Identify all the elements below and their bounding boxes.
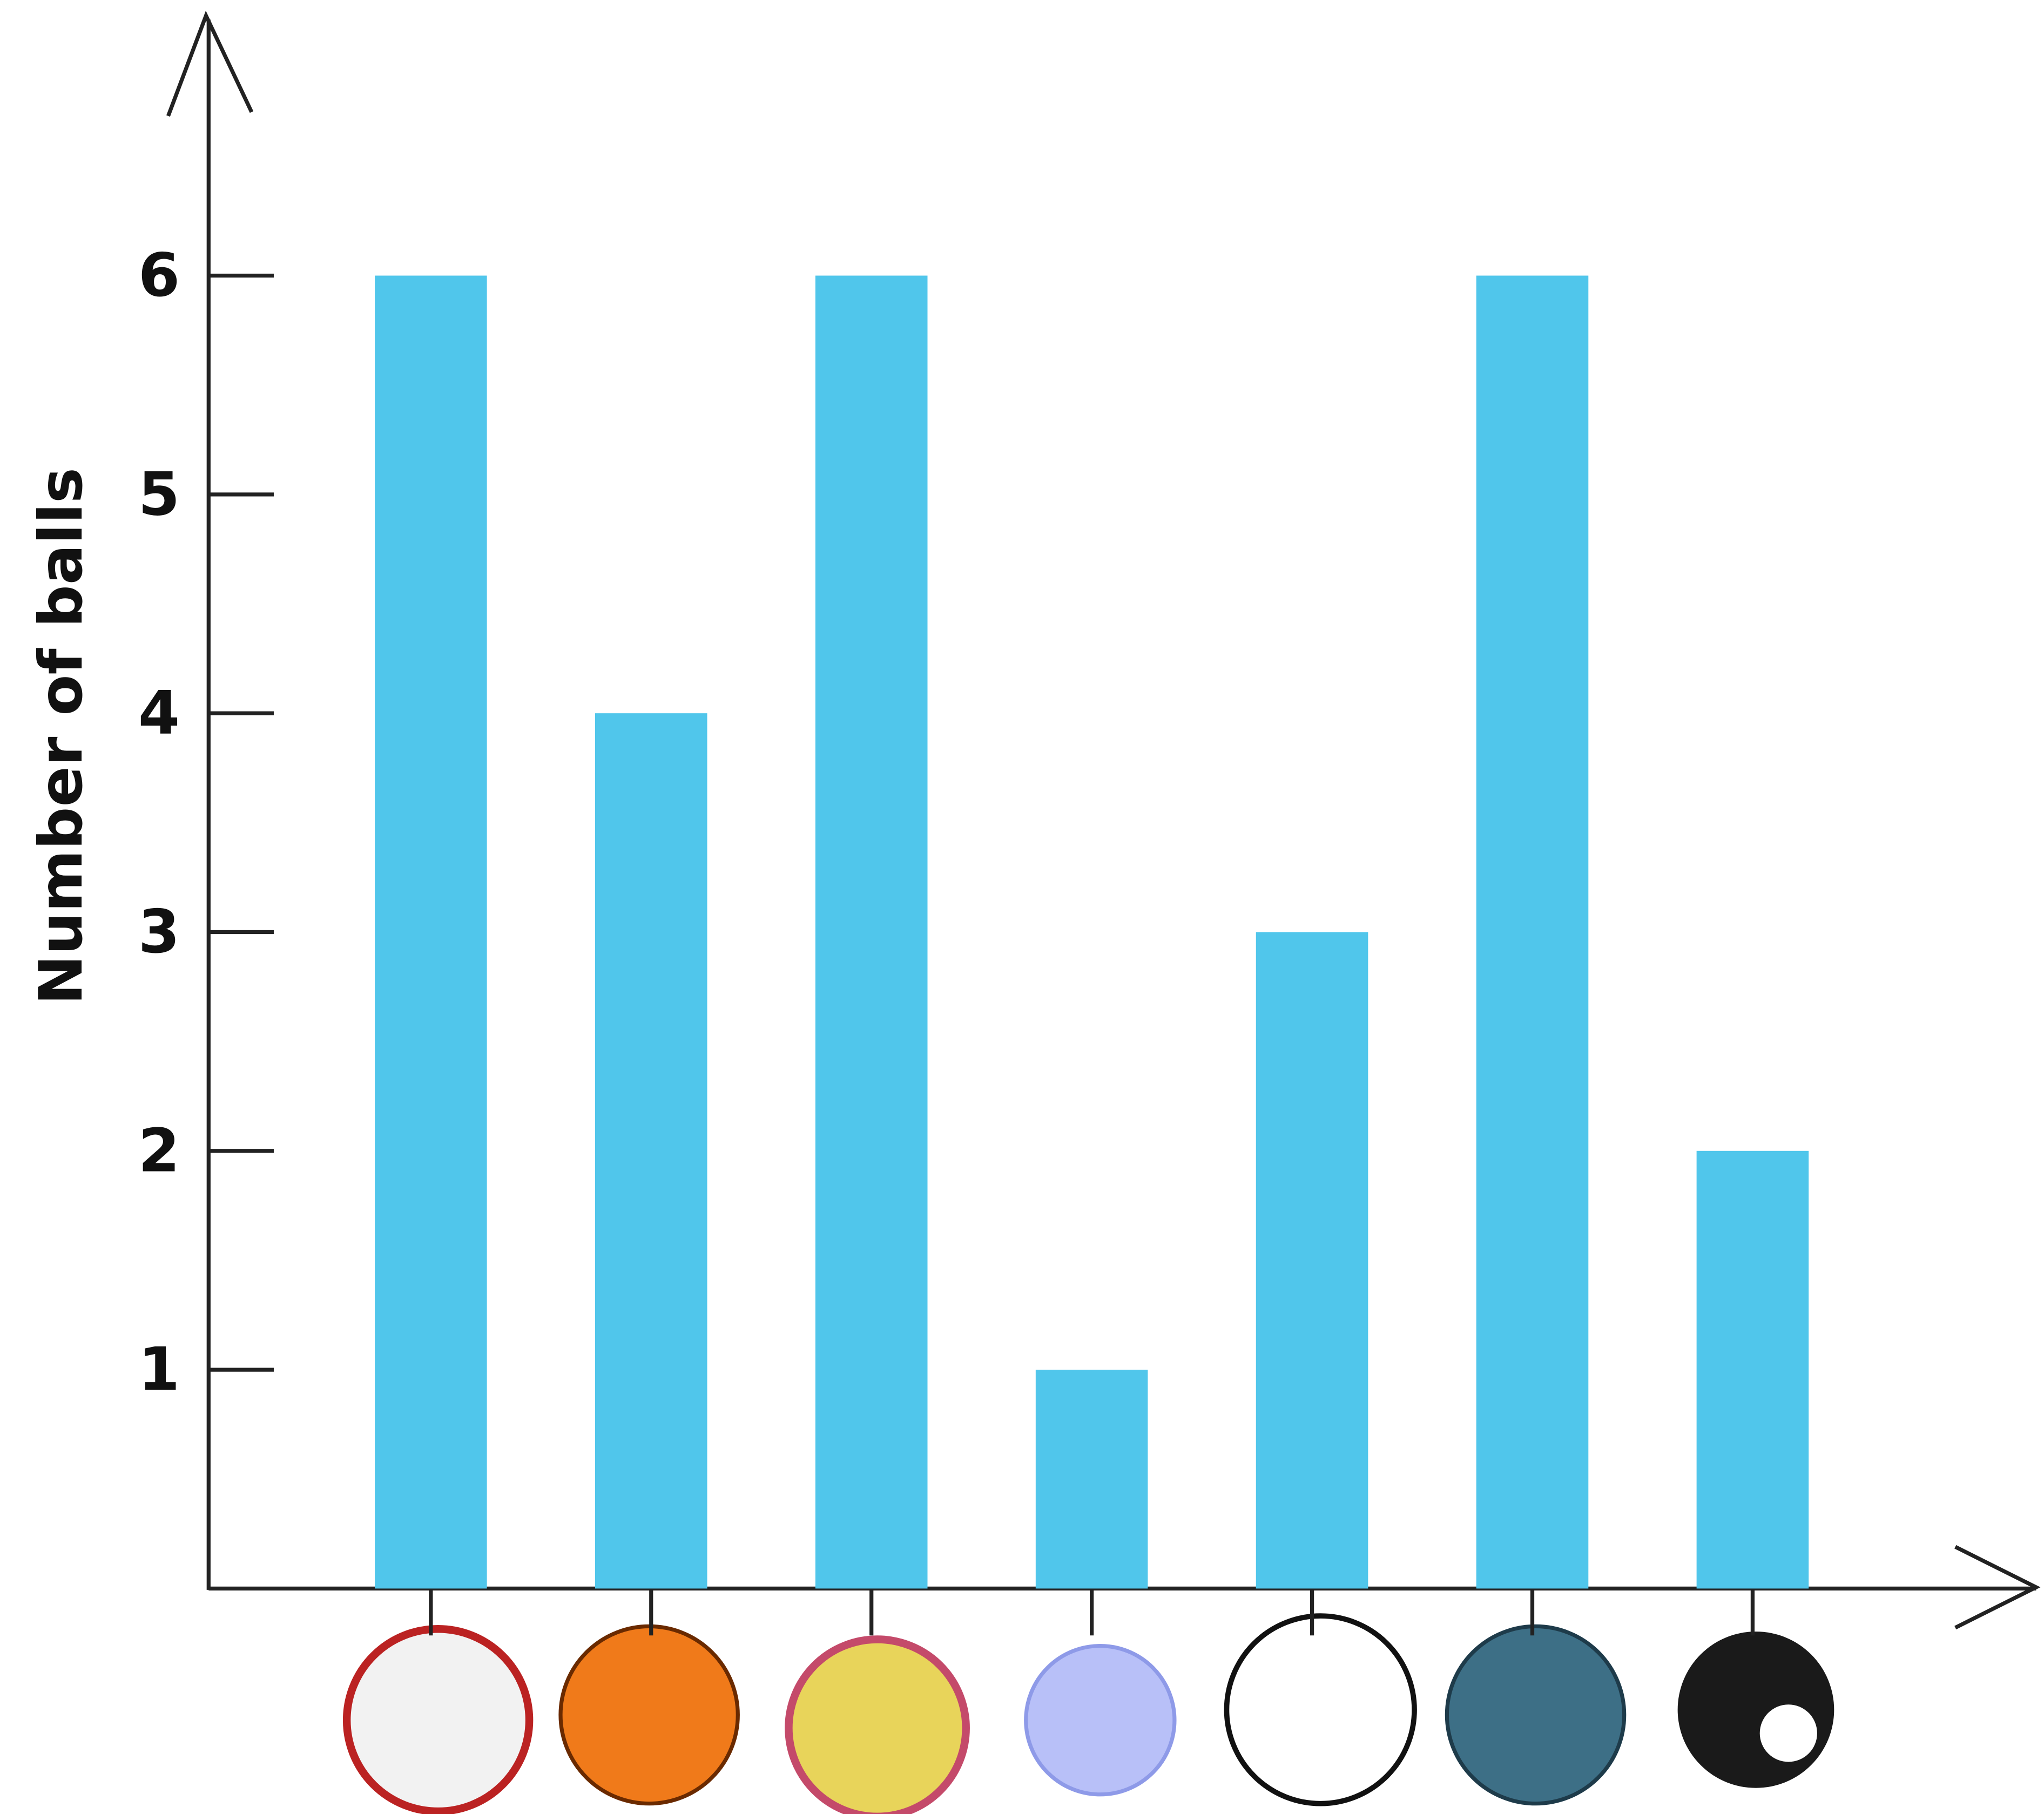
bar (1256, 932, 1368, 1589)
bar (1035, 1370, 1148, 1589)
y-axis-label: Number of balls (26, 468, 96, 1005)
icon-bubble (1024, 1644, 1177, 1797)
bar (375, 275, 487, 1589)
bar (1476, 275, 1589, 1589)
y-tick-label: 3 (138, 897, 180, 967)
icon-red-soccer (342, 1625, 534, 1814)
bar (595, 713, 707, 1589)
y-tick-label: 1 (138, 1335, 180, 1405)
y-tick-label: 4 (138, 679, 180, 748)
x-axis-arrow (1954, 1545, 2041, 1630)
y-axis-arrow (166, 10, 254, 117)
bar (815, 275, 928, 1589)
icon-soccer (1224, 1613, 1417, 1806)
icon-eight-ball (1677, 1632, 1834, 1788)
icon-earth (1445, 1624, 1627, 1806)
icon-basketball (558, 1624, 740, 1806)
ball-icons (342, 1613, 1834, 1814)
bar (1696, 1150, 1809, 1589)
icon-beach-ball (785, 1635, 970, 1814)
y-tick-label: 6 (138, 241, 180, 310)
icon-eight-ball-spot (1759, 1704, 1817, 1762)
y-tick-label: 2 (138, 1116, 180, 1186)
y-tick-label: 5 (138, 459, 180, 529)
